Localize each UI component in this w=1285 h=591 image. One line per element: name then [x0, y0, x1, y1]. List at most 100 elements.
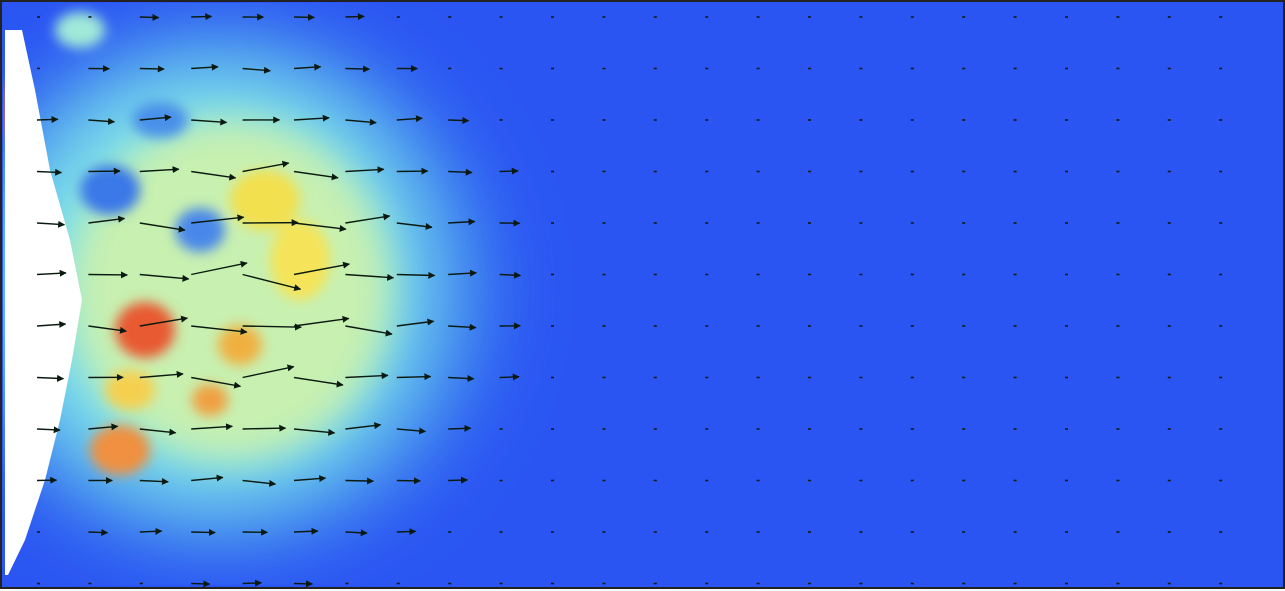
- vector-arrow: [396, 115, 423, 123]
- vector-arrow: [191, 528, 216, 536]
- vector-arrow: [345, 166, 385, 174]
- obstacle-shadow: [5, 30, 82, 575]
- vector-arrow: [139, 114, 172, 122]
- vector-arrow: [396, 271, 436, 279]
- spot: [105, 370, 155, 410]
- heatmap: [3, 12, 490, 575]
- vector-arrow: [242, 160, 290, 173]
- vector-arrow: [191, 423, 233, 431]
- vector-arrow: [499, 373, 520, 381]
- vector-arrow: [448, 116, 470, 124]
- vector-arrow: [88, 215, 126, 224]
- spot: [270, 220, 330, 300]
- vector-arrow: [139, 428, 177, 436]
- vector-arrow: [36, 320, 67, 328]
- vector-arrow: [88, 117, 116, 125]
- vector-arrow: [293, 261, 351, 276]
- vector-arrow: [448, 168, 473, 176]
- vector-arrow: [499, 167, 519, 175]
- vector-arrow: [396, 222, 433, 230]
- vector-arrow: [345, 477, 375, 485]
- vector-arrow: [448, 269, 478, 277]
- vector-arrow: [396, 373, 432, 381]
- vector-arrow: [242, 364, 295, 379]
- heat-light: [70, 120, 390, 460]
- vector-arrow: [139, 13, 160, 21]
- vector-arrow: [345, 422, 382, 430]
- vector-arrow: [345, 273, 395, 281]
- spot: [90, 425, 150, 475]
- vector-arrow: [448, 476, 469, 484]
- spot: [192, 384, 228, 416]
- vector-arrow: [242, 479, 277, 487]
- spot: [80, 165, 140, 215]
- vector-arrow: [191, 474, 224, 482]
- vector-arrow: [293, 475, 327, 483]
- vector-arrow: [88, 528, 109, 536]
- vector-arrow: [139, 527, 163, 535]
- vector-arrow: [139, 65, 165, 73]
- vector-arrow: [396, 528, 417, 536]
- vector-arrow: [36, 220, 66, 228]
- vector-arrow: [293, 170, 339, 181]
- vector-arrow: [191, 170, 237, 181]
- vector-arrow: [36, 168, 63, 176]
- heat-spots: [4, 12, 330, 475]
- vector-arrow: [191, 376, 242, 389]
- vector-arrow: [139, 315, 189, 327]
- vector-arrow: [345, 529, 368, 537]
- vector-arrow: [191, 260, 248, 276]
- vector-arrow: [448, 218, 476, 226]
- vector-arrow: [293, 315, 350, 327]
- vector-arrow: [345, 118, 377, 126]
- spot: [230, 170, 300, 230]
- vector-arrow: [448, 424, 472, 432]
- vector-arrow: [242, 66, 271, 74]
- vector-arrow: [293, 376, 344, 388]
- vector-arrow: [139, 166, 180, 174]
- vector-arrow: [191, 580, 211, 588]
- vector-arrow: [345, 372, 389, 380]
- spot: [218, 325, 262, 365]
- vector-arrow: [191, 13, 213, 21]
- vector-arrow: [191, 214, 245, 224]
- vector-arrow: [139, 273, 190, 282]
- vector-arrow: [345, 213, 391, 224]
- vector-arrow: [396, 427, 427, 435]
- vector-arrow: [293, 527, 319, 535]
- vector-arrow: [293, 114, 330, 122]
- vector-arrow: [191, 325, 248, 335]
- spot: [132, 102, 188, 138]
- vector-arrow: [345, 325, 393, 337]
- vector-arrows: [36, 13, 1223, 588]
- vector-arrow: [242, 424, 287, 432]
- vector-arrow: [345, 13, 365, 21]
- spot: [55, 12, 105, 48]
- vector-arrow: [36, 269, 67, 277]
- vector-arrow: [139, 370, 184, 379]
- vector-arrow: [242, 323, 302, 331]
- vector-arrow: [191, 63, 219, 71]
- vector-arrow: [293, 222, 347, 232]
- vector-arrow: [88, 325, 127, 334]
- spot: [115, 302, 175, 358]
- vector-arrow: [396, 318, 435, 327]
- vector-arrow: [448, 375, 475, 383]
- vector-arrow: [293, 63, 322, 71]
- vector-arrow: [293, 428, 336, 436]
- vector-arrow: [88, 423, 119, 431]
- vector-arrow: [242, 579, 263, 587]
- vector-arrow: [36, 374, 65, 382]
- vector-arrow: [139, 222, 186, 233]
- vector-arrow: [191, 118, 228, 126]
- vector-arrow: [242, 273, 302, 292]
- vector-arrow: [448, 323, 477, 331]
- spot: [175, 208, 225, 252]
- vector-arrow: [499, 271, 522, 279]
- vector-arrow: [139, 478, 169, 486]
- vector-arrow: [36, 116, 59, 123]
- vector-arrow: [36, 426, 61, 434]
- vector-arrow: [345, 65, 371, 73]
